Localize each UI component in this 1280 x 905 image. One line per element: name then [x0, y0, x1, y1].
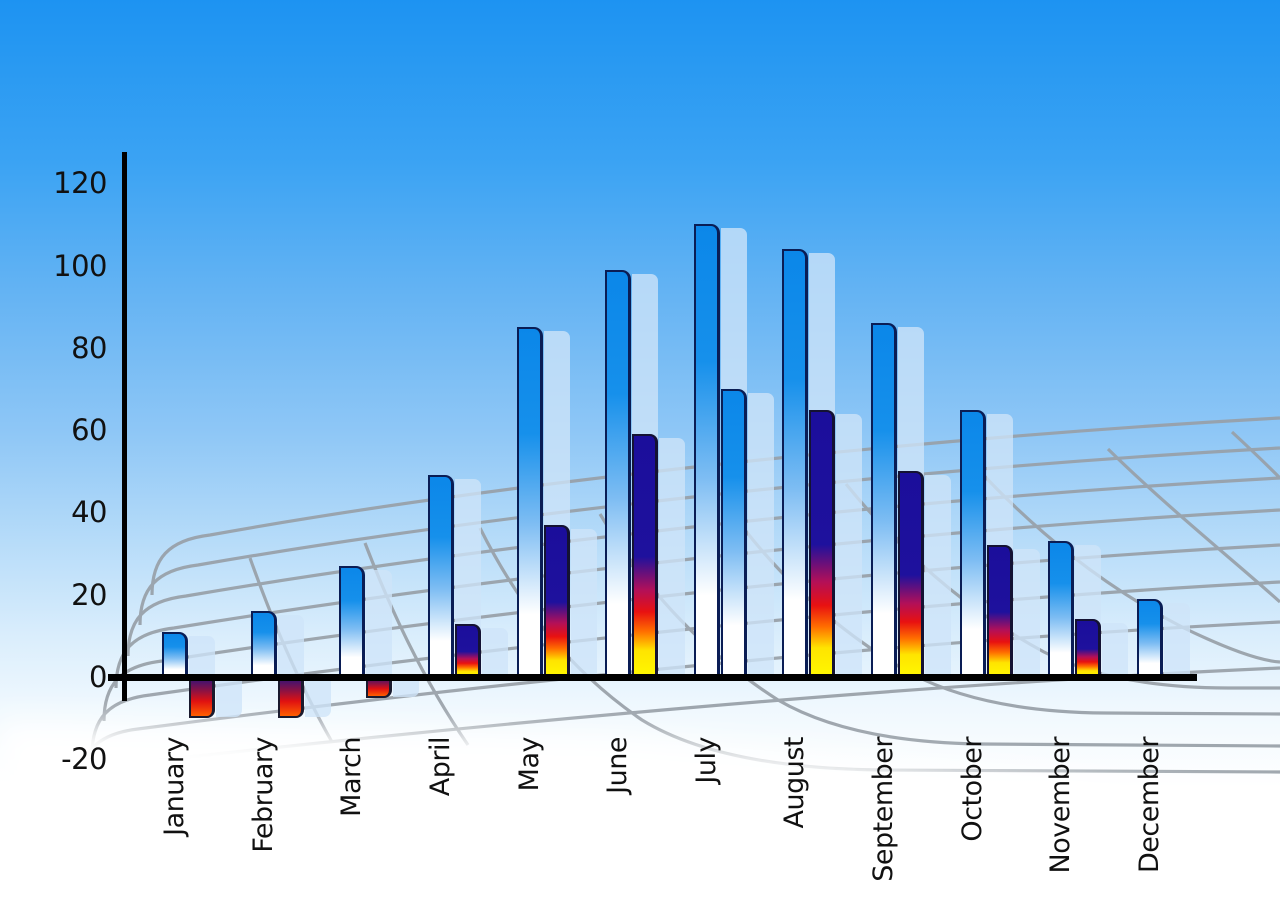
y-tick-label: 80: [71, 330, 107, 365]
y-tick-label: 0: [89, 660, 107, 694]
bar-main: [605, 269, 632, 677]
bar-main: [427, 475, 454, 677]
bar-shadow: [1163, 602, 1190, 681]
bar-secondary: [809, 409, 836, 677]
bar-secondary: [898, 471, 925, 677]
bar-secondary-shadow: [304, 681, 331, 718]
y-tick-label: 100: [53, 248, 107, 283]
y-tick-label: 60: [71, 413, 107, 448]
bar-shadow: [277, 615, 304, 681]
bar-secondary-shadow: [747, 392, 774, 681]
bar-shadow: [189, 635, 215, 681]
bar-secondary: [543, 524, 570, 677]
bar-secondary: [632, 434, 659, 677]
bar-main: [1048, 541, 1075, 677]
bar-shadow: [366, 569, 393, 681]
bar-secondary-shadow: [1102, 623, 1129, 681]
bar-main: [1136, 598, 1163, 677]
bar-secondary: [720, 388, 747, 677]
bar-secondary-shadow: [659, 438, 686, 681]
bar-secondary-shadow: [570, 528, 597, 681]
white-fade-overlay: [0, 722, 1280, 905]
y-tick-label: 20: [71, 577, 107, 612]
bar-secondary: [454, 623, 481, 677]
bar-main: [339, 565, 366, 677]
bar-secondary: [986, 545, 1013, 677]
bar-secondary-shadow: [216, 681, 242, 718]
y-tick-label: -20: [61, 742, 107, 777]
y-tick-label: 120: [53, 166, 107, 201]
bar-main: [516, 327, 543, 677]
y-tick-label: 40: [71, 495, 107, 530]
bar-main: [250, 611, 277, 677]
bar-main: [959, 409, 986, 677]
bar-secondary-shadow: [836, 413, 863, 681]
bar-main: [871, 323, 898, 677]
bar-main: [693, 224, 720, 677]
bar-main: [782, 249, 809, 677]
bar-secondary-shadow: [1013, 549, 1040, 681]
bar-secondary-negative: [366, 677, 393, 698]
bar-secondary-shadow: [481, 627, 508, 681]
bar-secondary-shadow: [925, 475, 952, 681]
bar-secondary-shadow: [393, 681, 420, 697]
bar-secondary-negative: [189, 677, 215, 719]
bar-main: [162, 631, 188, 677]
bar-secondary: [1075, 619, 1102, 677]
bar-secondary-negative: [277, 677, 304, 719]
